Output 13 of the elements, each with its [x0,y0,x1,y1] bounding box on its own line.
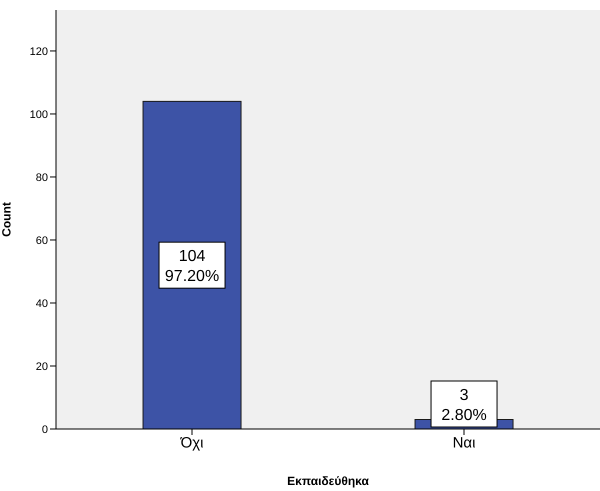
data-label: 3 2.80% [441,387,487,424]
y-axis-title: Count [0,202,14,237]
y-tick-label: 100 [30,108,48,121]
x-tick-label: Ναι [452,434,476,452]
data-label: 104 97.20% [164,248,220,286]
y-tick-label: 0 [42,424,48,436]
y-tick-label: 20 [36,360,48,373]
y-tick-label: 60 [36,234,48,247]
x-tick-label: Όχι [180,434,204,452]
y-tick-label: 120 [30,46,48,58]
y-tick-label: 40 [36,298,48,310]
y-tick-label: 80 [36,172,48,184]
x-axis-title: Εκπαιδεύθηκα [287,474,370,488]
